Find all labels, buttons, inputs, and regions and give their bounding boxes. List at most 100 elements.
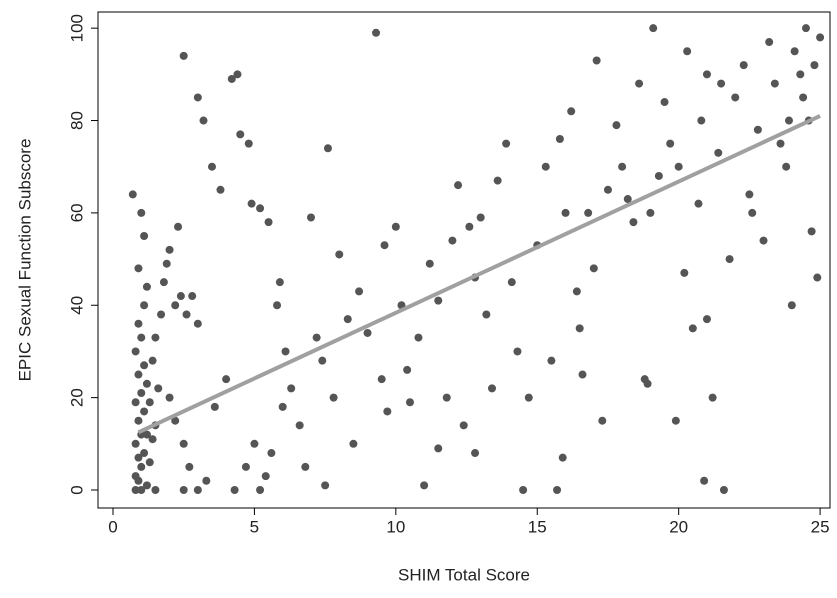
point <box>618 162 627 171</box>
point <box>674 162 683 171</box>
point <box>454 181 463 190</box>
point <box>131 472 140 481</box>
point <box>256 204 265 213</box>
point <box>131 398 140 407</box>
point <box>193 93 202 102</box>
point <box>598 416 607 425</box>
point <box>267 449 276 458</box>
point <box>671 416 680 425</box>
point <box>420 481 429 490</box>
point <box>165 393 174 402</box>
point <box>137 462 146 471</box>
point <box>227 74 236 83</box>
point <box>148 435 157 444</box>
point <box>188 292 197 301</box>
x-tick-label: 5 <box>250 517 259 536</box>
point <box>646 208 655 217</box>
point <box>801 24 810 33</box>
point <box>425 259 434 268</box>
point <box>273 301 282 310</box>
point <box>230 485 239 494</box>
point <box>553 485 562 494</box>
point <box>318 356 327 365</box>
point <box>256 485 265 494</box>
point <box>148 356 157 365</box>
point <box>476 213 485 222</box>
point <box>635 79 644 88</box>
point <box>236 130 245 139</box>
point <box>329 393 338 402</box>
point <box>134 416 143 425</box>
point <box>137 333 146 342</box>
point <box>244 139 253 148</box>
point <box>807 227 816 236</box>
point <box>193 485 202 494</box>
point <box>157 310 166 319</box>
point <box>592 56 601 65</box>
point <box>140 231 149 240</box>
point <box>179 439 188 448</box>
point <box>434 444 443 453</box>
point <box>813 273 822 282</box>
point <box>702 315 711 324</box>
point <box>643 379 652 388</box>
point <box>784 116 793 125</box>
point <box>247 199 256 208</box>
point <box>739 61 748 70</box>
point <box>159 278 168 287</box>
point <box>193 319 202 328</box>
y-tick-label: 60 <box>67 203 86 222</box>
point <box>241 462 250 471</box>
point <box>131 347 140 356</box>
point <box>524 393 533 402</box>
point <box>145 458 154 467</box>
point <box>134 370 143 379</box>
point <box>278 402 287 411</box>
point <box>202 476 211 485</box>
point <box>796 70 805 79</box>
point <box>612 121 621 130</box>
point <box>264 218 273 227</box>
x-tick-label: 0 <box>108 517 117 536</box>
point <box>250 439 259 448</box>
point <box>179 51 188 60</box>
point <box>287 384 296 393</box>
point <box>185 462 194 471</box>
point <box>448 236 457 245</box>
point <box>355 287 364 296</box>
point <box>383 407 392 416</box>
point <box>558 453 567 462</box>
point <box>134 264 143 273</box>
point <box>765 38 774 47</box>
point <box>301 462 310 471</box>
y-tick-label: 40 <box>67 296 86 315</box>
point <box>471 449 480 458</box>
point <box>137 208 146 217</box>
point <box>816 33 825 42</box>
point <box>171 301 180 310</box>
point <box>694 199 703 208</box>
point <box>142 379 151 388</box>
point <box>174 222 183 231</box>
point <box>372 28 381 37</box>
point <box>142 282 151 291</box>
point <box>603 185 612 194</box>
point <box>725 255 734 264</box>
point <box>519 485 528 494</box>
point <box>261 472 270 481</box>
point <box>233 70 242 79</box>
point <box>555 135 564 144</box>
point <box>589 264 598 273</box>
point <box>134 453 143 462</box>
point <box>790 47 799 56</box>
point <box>323 144 332 153</box>
point <box>142 430 151 439</box>
point <box>507 278 516 287</box>
point <box>131 485 140 494</box>
point <box>335 250 344 259</box>
point <box>363 328 372 337</box>
point <box>623 195 632 204</box>
x-tick-label: 20 <box>669 517 688 536</box>
point <box>660 98 669 107</box>
